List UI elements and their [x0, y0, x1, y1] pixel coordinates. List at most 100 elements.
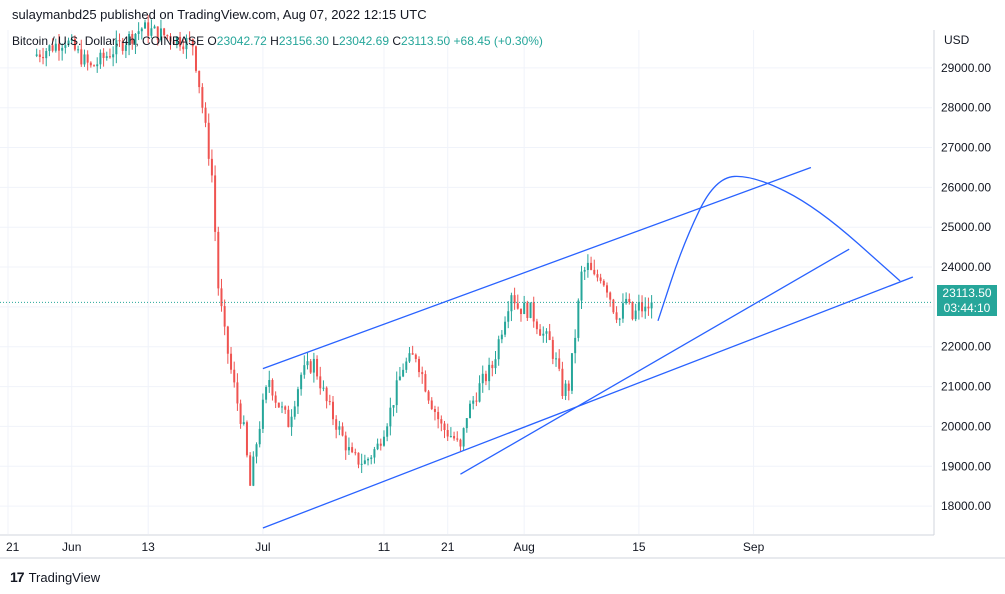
candle-body — [561, 368, 564, 397]
candle-body — [156, 26, 159, 40]
candle-body — [516, 303, 519, 309]
candle-body — [175, 36, 178, 45]
candle-body — [284, 406, 287, 410]
candle-body — [338, 426, 341, 430]
ohlc-legend: Bitcoin / U.S. Dollar, 4h, COINBASE O230… — [12, 34, 543, 48]
candle-body — [628, 298, 631, 303]
candle-body — [462, 428, 465, 447]
time-axis[interactable]: 21 Jun 13 Jul 11 21 Aug 15 Sep — [6, 540, 765, 554]
candle-body — [54, 43, 57, 51]
candle-body — [602, 280, 605, 286]
candle-body — [367, 458, 370, 461]
candle-body — [296, 389, 299, 407]
candle-body — [239, 403, 242, 424]
candle-body — [328, 401, 331, 403]
projection-curve[interactable] — [657, 175, 901, 322]
candle-body — [405, 361, 408, 370]
candle-body — [469, 403, 471, 419]
footer: 17 TradingView — [10, 569, 100, 585]
candle-body — [51, 45, 54, 51]
candle-body — [309, 361, 312, 373]
candle-body — [548, 331, 551, 340]
channel-upper-line[interactable] — [262, 166, 812, 370]
candle-body — [440, 419, 443, 424]
candle-body — [198, 70, 201, 88]
candle-body — [300, 374, 303, 390]
candle-body — [335, 419, 338, 430]
time-tick-label: 11 — [378, 540, 391, 554]
candle-body — [61, 47, 64, 51]
candle-body — [64, 45, 67, 48]
candle-body — [398, 376, 401, 381]
candle-body — [424, 374, 427, 392]
candle-body — [596, 274, 599, 278]
candle-body — [124, 45, 127, 51]
price-tick-label: 22000.00 — [941, 340, 991, 354]
price-axis[interactable]: 18000.00 19000.00 20000.00 21000.00 22000.00… — [941, 61, 991, 513]
candle-body — [634, 310, 637, 320]
candle-body — [542, 333, 545, 336]
candle-body — [86, 54, 89, 63]
candle-body — [281, 406, 284, 408]
candle-body — [188, 37, 191, 40]
candle-body — [625, 298, 628, 304]
price-tick-label: 26000.00 — [941, 180, 991, 194]
candle-body — [80, 49, 83, 65]
candle-body — [370, 457, 373, 459]
candle-body — [618, 318, 621, 320]
candle-body — [121, 41, 124, 51]
candle-body — [526, 302, 529, 318]
candle-body — [558, 358, 561, 369]
candle-body — [574, 337, 577, 354]
candle-body — [507, 311, 510, 322]
high-value: 23156.30 — [278, 34, 329, 48]
candle-body — [583, 270, 586, 272]
channel-lower-line[interactable] — [262, 276, 914, 529]
candle-body — [191, 39, 194, 47]
candle-body — [230, 353, 233, 370]
candle-body — [179, 36, 182, 47]
tradingview-logo-icon[interactable]: 17 — [10, 569, 25, 585]
candle-body — [194, 46, 197, 71]
candle-body — [331, 401, 334, 420]
grid — [0, 30, 932, 534]
candle-body — [214, 175, 217, 232]
price-tick-label: 18000.00 — [941, 499, 991, 513]
candle-body — [488, 364, 491, 382]
candle-body — [402, 369, 405, 377]
candle-body — [268, 380, 271, 388]
candle-body — [245, 422, 248, 456]
candle-body — [105, 56, 108, 58]
candle-body — [465, 418, 468, 429]
candle-body — [102, 52, 105, 58]
candle-body — [204, 107, 207, 123]
candle-body — [363, 460, 366, 464]
candle-body — [128, 33, 131, 46]
candle-body — [357, 452, 360, 465]
candle-body — [150, 28, 153, 36]
candle-body — [96, 64, 99, 67]
candle-body — [395, 380, 398, 406]
candle-body — [392, 405, 395, 408]
candle-body — [354, 452, 357, 454]
candle-body — [631, 302, 634, 320]
candle-body — [433, 409, 436, 412]
brand-label[interactable]: TradingView — [28, 569, 101, 585]
candle-body — [182, 46, 185, 50]
candle-body — [504, 321, 507, 335]
candle-body — [523, 302, 526, 315]
candle-body — [261, 399, 264, 429]
time-tick-label: Jul — [255, 540, 270, 554]
candle-body — [306, 361, 309, 366]
candle-body — [459, 439, 462, 447]
candle-body — [555, 358, 558, 360]
candle-body — [360, 463, 363, 465]
close-value: 23113.50 — [401, 34, 451, 48]
candle-body — [290, 416, 293, 428]
steep-support-line[interactable] — [460, 248, 850, 475]
candle-body — [293, 406, 296, 417]
candle-body — [277, 402, 280, 408]
candle-body — [233, 369, 236, 383]
candle-body — [386, 426, 389, 437]
